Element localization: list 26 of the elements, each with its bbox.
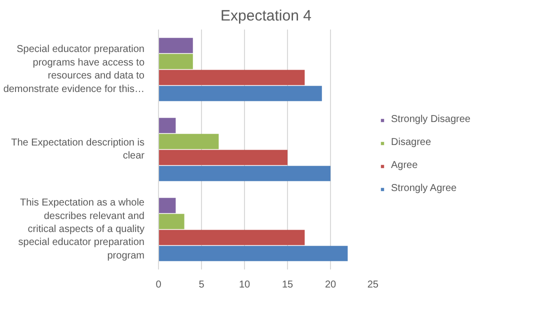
legend-label: Strongly Agree [391, 183, 457, 194]
x-tick-label: 10 [238, 280, 250, 290]
x-tick-label: 25 [367, 280, 379, 290]
bar [158, 134, 219, 150]
y-tick-label: Special educator preparation programs have access to resources and data to demonstrate evidence for this… [3, 44, 145, 95]
y-tick-label: The Expectation description is clear [11, 137, 146, 162]
bar [158, 230, 305, 246]
chart-title: Expectation 4 [220, 8, 312, 24]
legend-label: Strongly Disagree [391, 114, 470, 125]
bar [158, 150, 288, 166]
legend-label: Disagree [391, 137, 432, 148]
x-tick-label: 15 [282, 280, 294, 290]
bar [158, 198, 176, 214]
bar [158, 70, 305, 86]
bar [158, 54, 193, 70]
x-tick-label: 20 [324, 280, 336, 290]
x-tick-label: 5 [198, 280, 205, 290]
legend-label: Agree [391, 160, 418, 171]
bar [158, 214, 184, 230]
y-tick-label: This Expectation as a whole describes relevant and critical aspects of a quality special educator preparation program [18, 198, 145, 262]
x-tick-label: 0 [156, 280, 162, 290]
bar [158, 118, 176, 134]
bar [158, 166, 330, 182]
bar [158, 86, 322, 102]
bar [158, 246, 348, 262]
bar [158, 38, 193, 54]
